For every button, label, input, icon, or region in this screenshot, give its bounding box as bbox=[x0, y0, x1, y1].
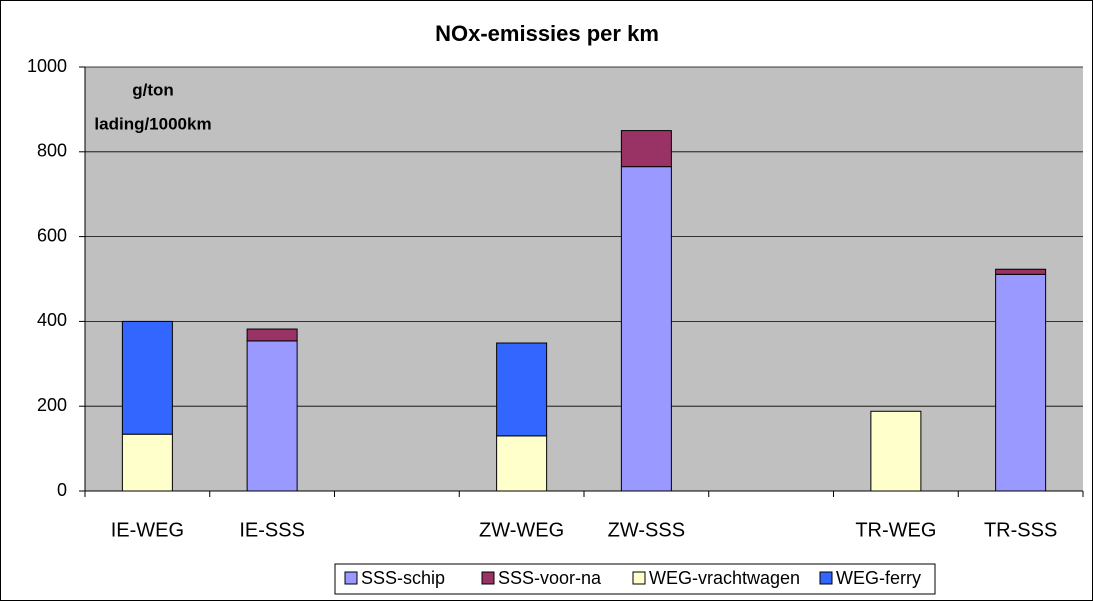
legend-label: SSS-voor-na bbox=[498, 568, 602, 588]
legend-swatch bbox=[632, 571, 646, 585]
annotation: lading/1000km bbox=[94, 114, 211, 133]
y-tick-label: 600 bbox=[37, 225, 67, 245]
annotation: g/ton bbox=[132, 80, 174, 99]
y-tick-label: 200 bbox=[37, 395, 67, 415]
bar bbox=[496, 342, 548, 437]
bar bbox=[246, 340, 298, 492]
x-tick-label: IE-WEG bbox=[111, 519, 184, 541]
legend-label: WEG-ferry bbox=[836, 568, 921, 588]
bar bbox=[995, 268, 1047, 275]
bar bbox=[121, 320, 173, 435]
x-tick-label: ZW-SSS bbox=[608, 519, 685, 541]
plot-area bbox=[85, 67, 1083, 491]
legend-swatch bbox=[481, 571, 495, 585]
y-tick-label: 800 bbox=[37, 141, 67, 161]
y-tick-label: 400 bbox=[37, 310, 67, 330]
x-tick-label: ZW-WEG bbox=[479, 519, 564, 541]
legend-label: WEG-vrachtwagen bbox=[649, 568, 800, 588]
bar bbox=[246, 328, 298, 342]
bar bbox=[620, 166, 672, 492]
legend-label: SSS-schip bbox=[361, 568, 445, 588]
bar bbox=[620, 130, 672, 168]
legend-swatch bbox=[344, 571, 358, 585]
bar bbox=[121, 433, 173, 492]
chart-title: NOx-emissies per km bbox=[435, 21, 659, 46]
x-tick-label: TR-WEG bbox=[855, 519, 936, 541]
y-tick-label: 1000 bbox=[27, 56, 67, 76]
bar bbox=[870, 410, 922, 492]
x-tick-label: TR-SSS bbox=[984, 519, 1057, 541]
legend-swatch bbox=[819, 571, 833, 585]
bar bbox=[496, 435, 548, 492]
bar bbox=[995, 273, 1047, 492]
y-tick-label: 0 bbox=[57, 480, 67, 500]
x-tick-label: IE-SSS bbox=[239, 519, 305, 541]
